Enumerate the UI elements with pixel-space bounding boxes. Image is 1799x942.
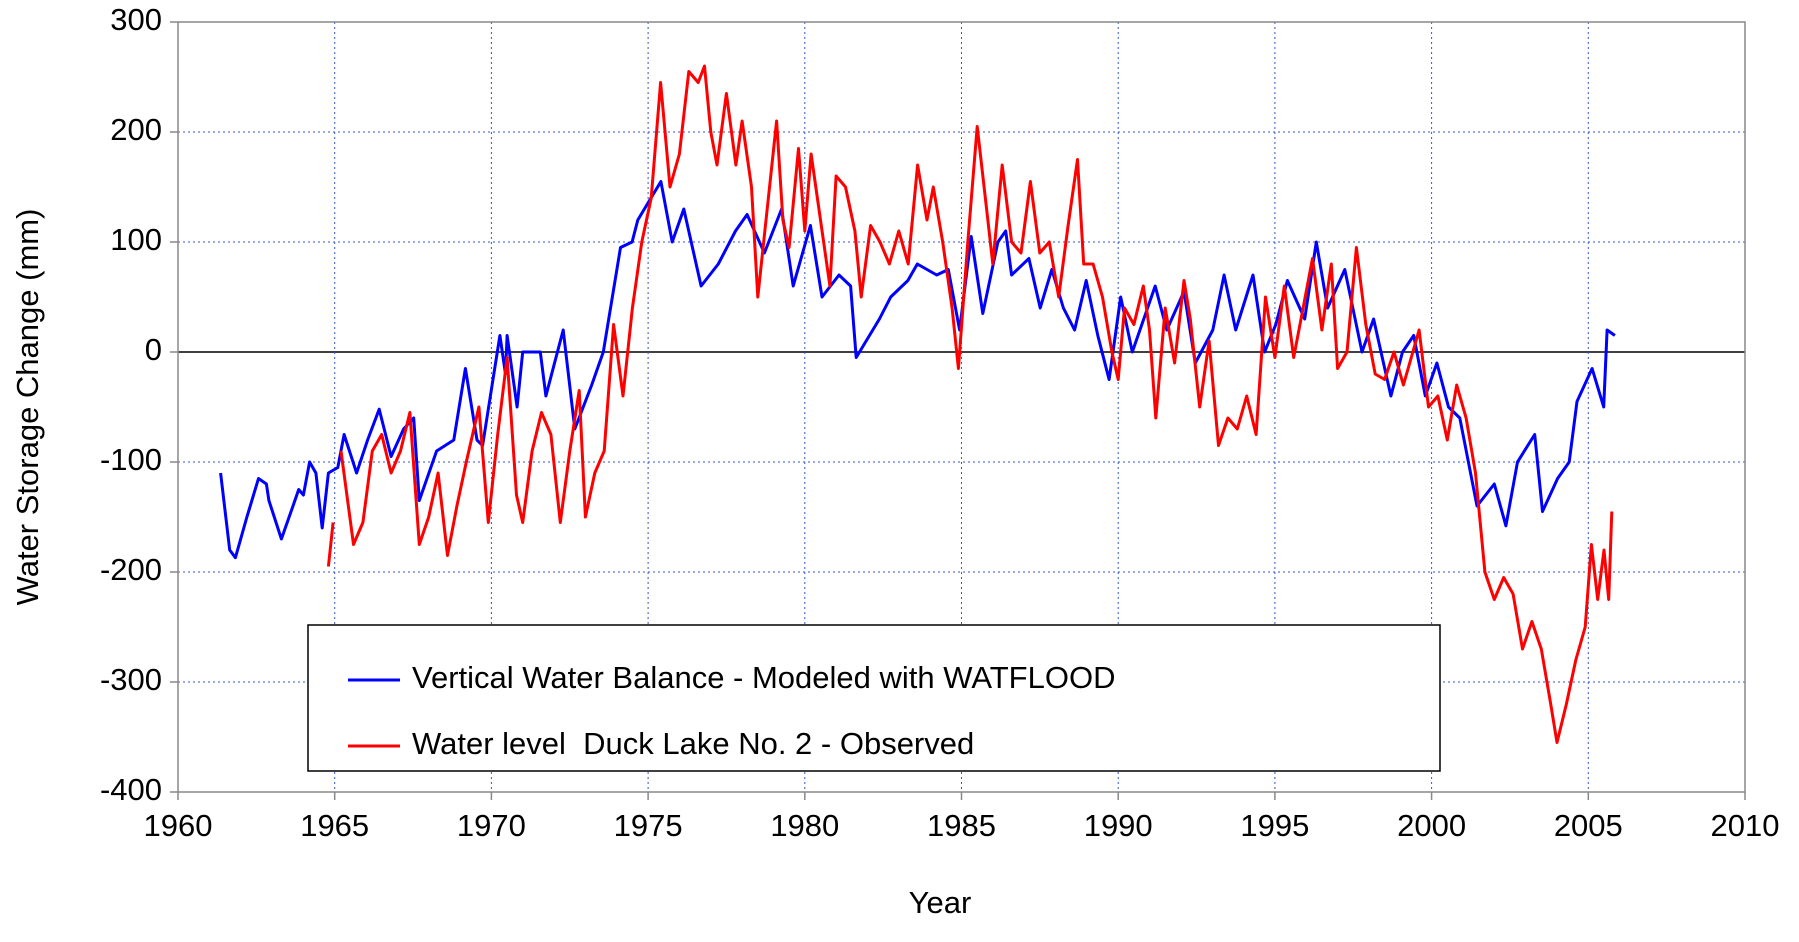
x-axis-title: Year bbox=[909, 885, 972, 920]
legend-box bbox=[307, 624, 1441, 772]
x-tick-label: 1980 bbox=[770, 808, 839, 843]
legend-label: Water level Duck Lake No. 2 - Observed bbox=[412, 726, 974, 761]
y-tick-label: -100 bbox=[100, 442, 162, 477]
x-tick-label: 1960 bbox=[144, 808, 213, 843]
y-axis-title: Water Storage Change (mm) bbox=[10, 209, 45, 606]
y-tick-label: 200 bbox=[110, 112, 162, 147]
x-tick-label: 2000 bbox=[1397, 808, 1466, 843]
y-tick-label: -300 bbox=[100, 662, 162, 697]
y-tick-label: 300 bbox=[110, 2, 162, 37]
legend-label: Vertical Water Balance - Modeled with WA… bbox=[412, 660, 1115, 695]
x-tick-label: 1970 bbox=[457, 808, 526, 843]
x-tick-label: 1995 bbox=[1240, 808, 1309, 843]
legend: Vertical Water Balance - Modeled with WA… bbox=[307, 624, 1441, 772]
y-tick-label: -200 bbox=[100, 552, 162, 587]
y-tick-label: 100 bbox=[110, 222, 162, 257]
x-tick-label: 1965 bbox=[300, 808, 369, 843]
x-tick-label: 1985 bbox=[927, 808, 996, 843]
series-line bbox=[219, 180, 1616, 560]
x-tick-label: 1975 bbox=[614, 808, 683, 843]
x-tick-label: 2005 bbox=[1554, 808, 1623, 843]
y-tick-label: 0 bbox=[145, 332, 162, 367]
plot-frame bbox=[177, 21, 1746, 793]
x-tick-label: 2010 bbox=[1711, 808, 1780, 843]
y-tick-label: -400 bbox=[100, 772, 162, 807]
series-line bbox=[326, 64, 1614, 744]
x-tick-label: 1990 bbox=[1084, 808, 1153, 843]
